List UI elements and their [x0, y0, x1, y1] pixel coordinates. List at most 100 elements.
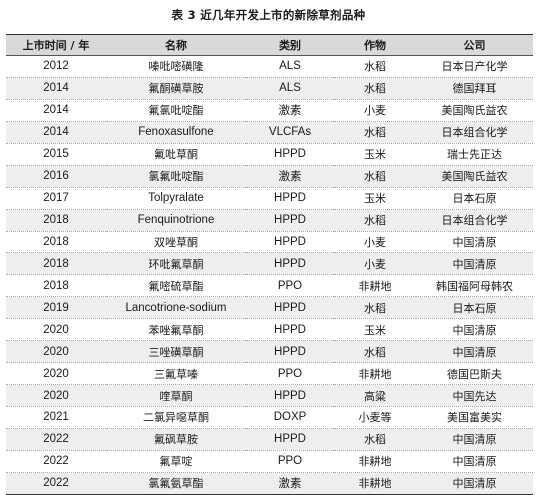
cell-name: 苯唑氟草酮 — [106, 318, 246, 342]
cell-crop: 小麦等 — [334, 406, 416, 429]
header-category: 类别 — [246, 34, 334, 56]
table-row: 2022 氟砜草胺 HPPD 水稻 中国清原 — [6, 428, 533, 451]
cell-company: 日本石原 — [416, 296, 533, 320]
cell-crop: 玉米 — [334, 143, 416, 166]
cell-category: HPPD — [246, 231, 334, 254]
cell-category: VLCFAs — [246, 121, 334, 144]
cell-category: HPPD — [246, 428, 334, 451]
cell-year: 2014 — [6, 99, 106, 122]
cell-name: 氟草啶 — [106, 450, 246, 473]
table-row: 2017 Tolpyralate HPPD 玉米 日本石原 — [6, 187, 533, 210]
cell-name: Fenquinotrione — [106, 209, 246, 232]
cell-name: 三氟草嗪 — [106, 362, 246, 386]
cell-company: 德国巴斯夫 — [416, 362, 533, 386]
cell-name: 三唑磺草酮 — [106, 340, 246, 364]
cell-name: 氟酮磺草胺 — [106, 77, 246, 100]
table-row: 2018 双唑草酮 HPPD 小麦 中国清原 — [6, 231, 533, 254]
cell-year: 2020 — [6, 384, 106, 407]
cell-name: 双唑草酮 — [106, 231, 246, 254]
cell-company: 中国清原 — [416, 318, 533, 342]
cell-year: 2020 — [6, 340, 106, 364]
cell-crop: 高粱 — [334, 384, 416, 407]
table-body: 2012 嗪吡嘧磺隆 ALS 水稻 日本日产化学 2014 氟酮磺草胺 ALS 水稻 德国拜耳 20… — [6, 55, 533, 495]
cell-name: Lancotrione-sodium — [106, 296, 246, 320]
table-row: 2018 氟嘧硫草酯 PPO 非耕地 韩国福阿母韩农 — [6, 274, 533, 298]
table-row: 2019 Lancotrione-sodium HPPD 水稻 日本石原 — [6, 296, 533, 320]
cell-category: HPPD — [246, 252, 334, 276]
cell-company: 韩国福阿母韩农 — [416, 274, 533, 298]
cell-name: 氯氟吡啶酯 — [106, 165, 246, 188]
cell-name: 嗪吡嘧磺隆 — [106, 55, 246, 78]
cell-crop: 玉米 — [334, 318, 416, 342]
table-row: 2020 三唑磺草酮 HPPD 水稻 中国清原 — [6, 340, 533, 364]
cell-category: PPO — [246, 362, 334, 386]
cell-company: 美国富美实 — [416, 406, 533, 429]
cell-category: HPPD — [246, 143, 334, 166]
cell-category: PPO — [246, 450, 334, 473]
cell-company: 瑞士先正达 — [416, 143, 533, 166]
header-name: 名称 — [106, 34, 246, 56]
cell-year: 2015 — [6, 143, 106, 166]
cell-year: 2018 — [6, 231, 106, 254]
table-title: 表 3 近几年开发上市的新除草剂品种 — [171, 8, 366, 22]
cell-name: Tolpyralate — [106, 187, 246, 210]
cell-year: 2017 — [6, 187, 106, 210]
cell-name: 氟砜草胺 — [106, 428, 246, 451]
cell-company: 德国拜耳 — [416, 77, 533, 100]
cell-year: 2014 — [6, 77, 106, 100]
table-row: 2021 二氯异噁草酮 DOXP 小麦等 美国富美实 — [6, 406, 533, 429]
table-row: 2020 喹草酮 HPPD 高粱 中国先达 — [6, 384, 533, 407]
cell-year: 2021 — [6, 406, 106, 429]
cell-year: 2020 — [6, 318, 106, 342]
cell-crop: 水稻 — [334, 77, 416, 100]
cell-name: 氟吡草酮 — [106, 143, 246, 166]
cell-year: 2020 — [6, 362, 106, 386]
cell-company: 中国清原 — [416, 340, 533, 364]
cell-name: 环吡氟草酮 — [106, 252, 246, 276]
cell-category: HPPD — [246, 296, 334, 320]
cell-year: 2022 — [6, 450, 106, 473]
cell-crop: 水稻 — [334, 209, 416, 232]
cell-name: 氟嘧硫草酯 — [106, 274, 246, 298]
cell-year: 2022 — [6, 428, 106, 451]
cell-category: ALS — [246, 55, 334, 78]
table-row: 2022 氟草啶 PPO 非耕地 中国清原 — [6, 450, 533, 473]
cell-year: 2014 — [6, 121, 106, 144]
cell-year: 2018 — [6, 274, 106, 298]
cell-company: 中国清原 — [416, 428, 533, 451]
cell-category: 激素 — [246, 165, 334, 188]
cell-company: 中国先达 — [416, 384, 533, 407]
cell-crop: 非耕地 — [334, 362, 416, 386]
cell-crop: 小麦 — [334, 231, 416, 254]
cell-name: 氟氯吡啶酯 — [106, 99, 246, 122]
cell-category: HPPD — [246, 384, 334, 407]
cell-category: HPPD — [246, 187, 334, 210]
table-row: 2014 氟酮磺草胺 ALS 水稻 德国拜耳 — [6, 77, 533, 100]
cell-crop: 小麦 — [334, 252, 416, 276]
cell-crop: 水稻 — [334, 428, 416, 451]
cell-category: DOXP — [246, 406, 334, 429]
cell-year: 2016 — [6, 165, 106, 188]
cell-category: 激素 — [246, 99, 334, 122]
cell-category: ALS — [246, 77, 334, 100]
cell-name: 二氯异噁草酮 — [106, 406, 246, 429]
cell-company: 日本组合化学 — [416, 121, 533, 144]
cell-category: HPPD — [246, 318, 334, 342]
cell-crop: 非耕地 — [334, 274, 416, 298]
cell-crop: 水稻 — [334, 55, 416, 78]
table-row: 2020 苯唑氟草酮 HPPD 玉米 中国清原 — [6, 318, 533, 342]
table-row: 2018 环吡氟草酮 HPPD 小麦 中国清原 — [6, 252, 533, 276]
cell-year: 2018 — [6, 252, 106, 276]
cell-name: 喹草酮 — [106, 384, 246, 407]
header-company: 公司 — [416, 34, 533, 56]
cell-company: 美国陶氏益农 — [416, 99, 533, 122]
header-year: 上市时间 / 年 — [6, 34, 106, 56]
table-row: 2014 Fenoxasulfone VLCFAs 水稻 日本组合化学 — [6, 121, 533, 144]
cell-year: 2018 — [6, 209, 106, 232]
cell-company: 日本组合化学 — [416, 209, 533, 232]
cell-crop: 水稻 — [334, 121, 416, 144]
cell-year: 2012 — [6, 55, 106, 78]
cell-category: HPPD — [246, 340, 334, 364]
cell-company: 日本石原 — [416, 187, 533, 210]
cell-crop: 水稻 — [334, 296, 416, 320]
